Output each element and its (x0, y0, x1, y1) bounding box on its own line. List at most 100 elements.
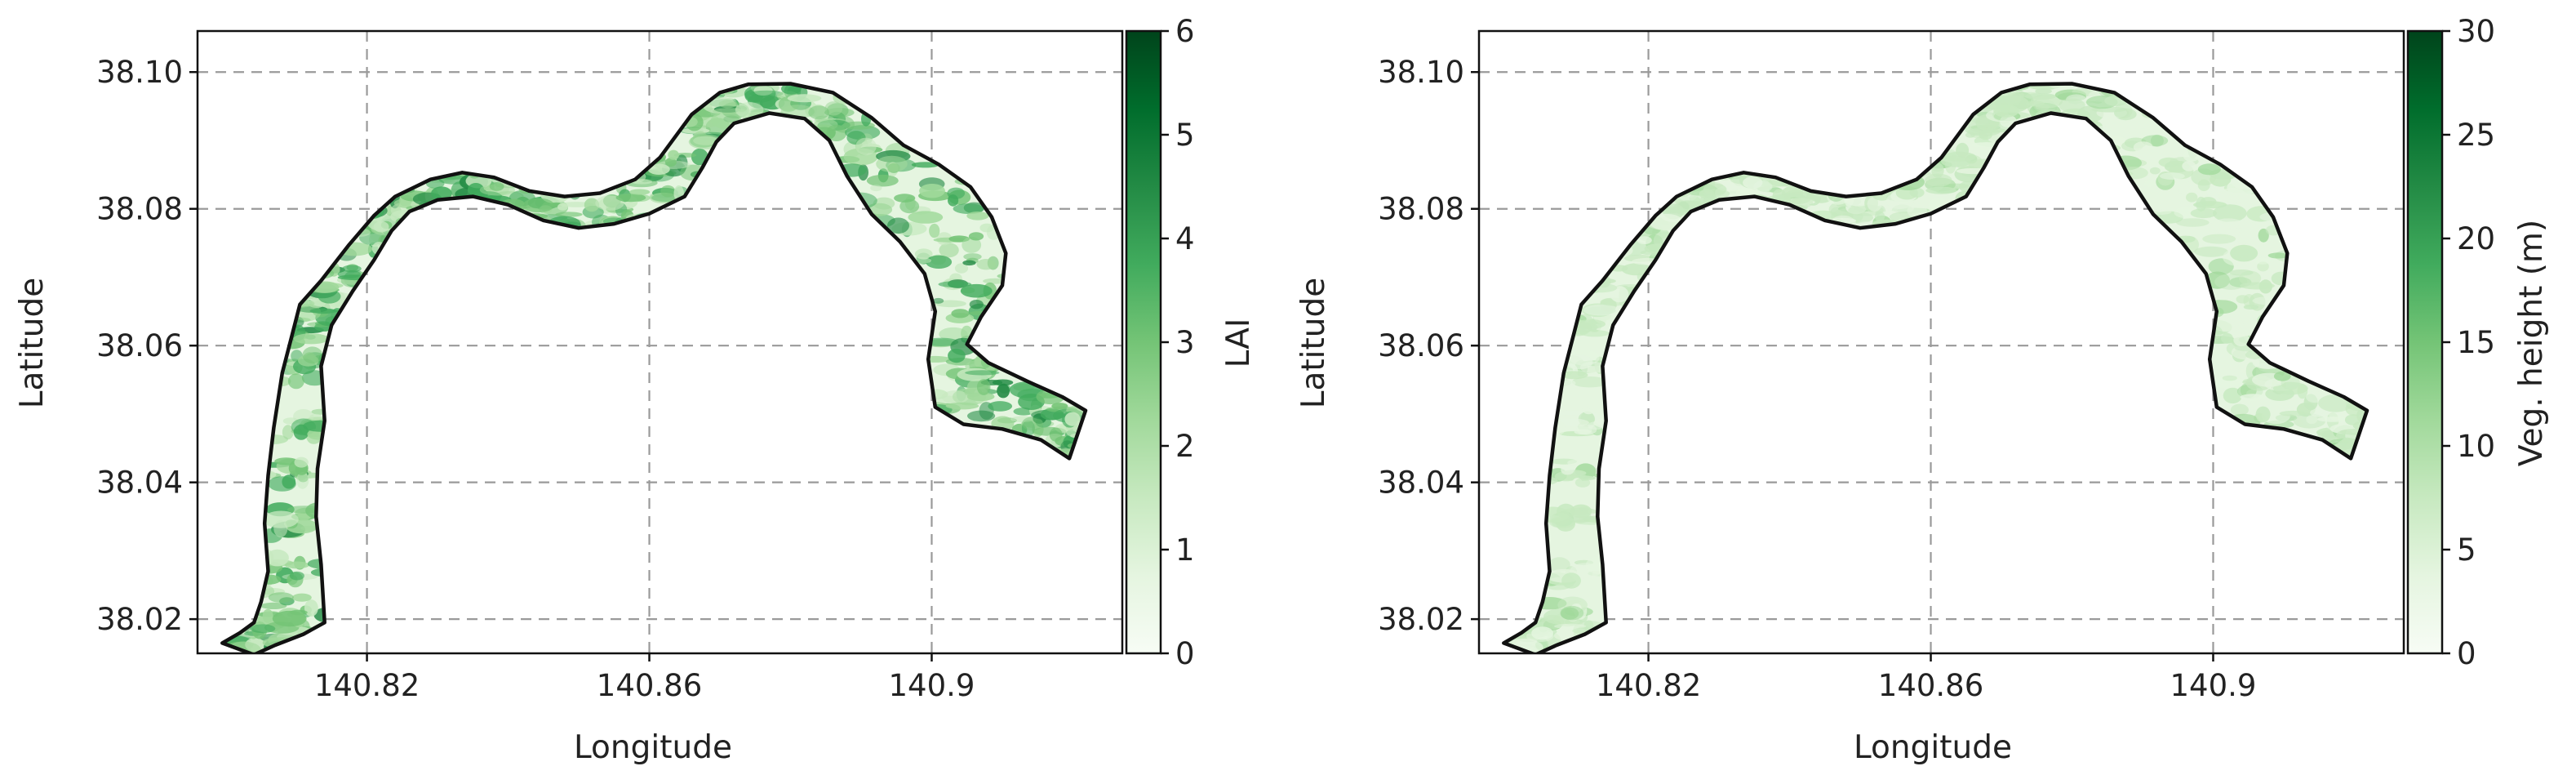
vegetation-patch (2198, 324, 2223, 341)
vegetation-patch (1066, 388, 1081, 399)
vegetation-patch (2352, 458, 2366, 470)
vegetation-patch (2230, 427, 2249, 436)
colorbar-gradient (2406, 29, 2444, 655)
colorbar-tick-label: 2 (1175, 429, 1195, 464)
vegetation-patch (976, 379, 991, 395)
vegetation-patch (2339, 428, 2367, 435)
vegetation-patch (1703, 183, 1727, 196)
vegetation-texture (1487, 69, 2367, 653)
vegetation-patch (1956, 167, 1992, 175)
vegetation-patch (2211, 293, 2241, 301)
vegetation-patch (1567, 460, 1581, 466)
vegetation-patch (275, 649, 288, 653)
vegetation-patch (238, 653, 252, 667)
vegetation-patch (235, 658, 257, 664)
colorbar-tick-label: 4 (1175, 221, 1195, 256)
vegetation-patch (1867, 196, 1882, 212)
vegetation-patch (2157, 109, 2170, 119)
vegetation-patch (296, 471, 309, 489)
colorbar-tick-label: 15 (2457, 325, 2495, 360)
vegetation-patch (304, 599, 318, 617)
vegetation-patch (1705, 204, 1722, 218)
vegetation-patch (2063, 69, 2099, 78)
vegetation-patch (263, 510, 299, 528)
vegetation-patch (988, 309, 999, 315)
vegetation-patch (255, 470, 277, 479)
vegetation-patch (855, 137, 877, 156)
x-tick-label: 140.82 (314, 668, 420, 703)
vegetation-patch (948, 194, 959, 207)
vegetation-patch (647, 163, 670, 175)
vegetation-patch (911, 162, 939, 168)
vegetation-patch (1554, 623, 1587, 630)
vegetation-patch (908, 211, 944, 224)
river-outline (1502, 82, 2369, 653)
vegetation-patch (926, 255, 953, 269)
vegetation-patch (1583, 304, 1619, 316)
colorbar-tick-label: 30 (2457, 14, 2495, 49)
lai-x-axis-label: Longitude (574, 729, 732, 766)
x-tick-label: 140.86 (1878, 668, 1983, 703)
colorbar-tick-label: 5 (1175, 118, 1195, 153)
veg-height-x-axis-label: Longitude (1854, 729, 2012, 766)
vegetation-patch (468, 183, 484, 197)
vegetation-patch (2326, 455, 2362, 466)
vegetation-patch (2358, 452, 2367, 467)
vegetation-patch (1070, 433, 1086, 439)
vegetation-patch (668, 149, 679, 160)
plot-frame (196, 29, 1124, 655)
y-tick-label: 38.10 (96, 55, 183, 90)
colorbar-tick-label: 10 (2457, 429, 2495, 464)
vegetation-patch (1993, 104, 2019, 118)
lai-colorbar-label: LAI (1220, 318, 1257, 368)
vegetation-patch (1055, 464, 1074, 473)
vegetation-patch (2144, 180, 2156, 187)
y-tick-label: 38.10 (1378, 55, 1464, 90)
vegetation-patch (1909, 187, 1925, 198)
lai-plot-area: 140.82 140.86 140.9 38.02 38.04 38.06 38.08 38.… (96, 29, 1124, 703)
vegetation-patch (289, 571, 304, 581)
vegetation-patch (2149, 167, 2161, 175)
vegetation-patch (718, 100, 737, 109)
vegetation-patch (293, 333, 329, 345)
vegetation-patch (233, 661, 267, 667)
vegetation-patch (919, 184, 945, 198)
vegetation-patch (2271, 271, 2292, 286)
vegetation-patch (2182, 161, 2196, 172)
vegetation-patch (968, 232, 984, 241)
vegetation-patch (2297, 384, 2308, 399)
vegetation-patch (992, 379, 1014, 386)
vegetation-patch (1487, 626, 1502, 640)
vegetation-patch (255, 548, 274, 567)
vegetation-patch (938, 281, 972, 287)
colorbar: 0 1 2 3 4 5 6 (1125, 14, 1195, 671)
vegetation-patch (866, 174, 899, 187)
vegetation-patch (615, 194, 646, 203)
vegetation-patch (629, 189, 651, 195)
vegetation-patch (1593, 473, 1609, 479)
vegetation-patch (887, 217, 909, 234)
vegetation-patch (1058, 461, 1074, 470)
colorbar-tick-label: 1 (1175, 532, 1195, 568)
vegetation-patch (1068, 467, 1079, 474)
vegetation-patch (272, 610, 307, 627)
vegetation-patch (939, 327, 968, 341)
vegetation-patch (2047, 114, 2063, 130)
vegetation-patch (1559, 371, 1588, 380)
vegetation-patch (2025, 100, 2045, 107)
vegetation-patch (2259, 212, 2294, 222)
colorbar-gradient (1125, 29, 1162, 655)
vegetation-patch (965, 370, 1000, 376)
vegetation-patch (300, 525, 319, 531)
vegetation-patch (870, 185, 882, 192)
vegetation-patch (939, 243, 959, 258)
vegetation-patch (2230, 244, 2258, 262)
vegetation-patch (795, 83, 814, 85)
vegetation-patch (2186, 192, 2198, 203)
vegetation-patch (557, 203, 568, 211)
vegetation-patch (1571, 376, 1608, 388)
vegetation-patch (1061, 467, 1073, 477)
vegetation-patch (2196, 196, 2207, 212)
vegetation-patch (2222, 375, 2237, 381)
vegetation-patch (1536, 476, 1558, 485)
